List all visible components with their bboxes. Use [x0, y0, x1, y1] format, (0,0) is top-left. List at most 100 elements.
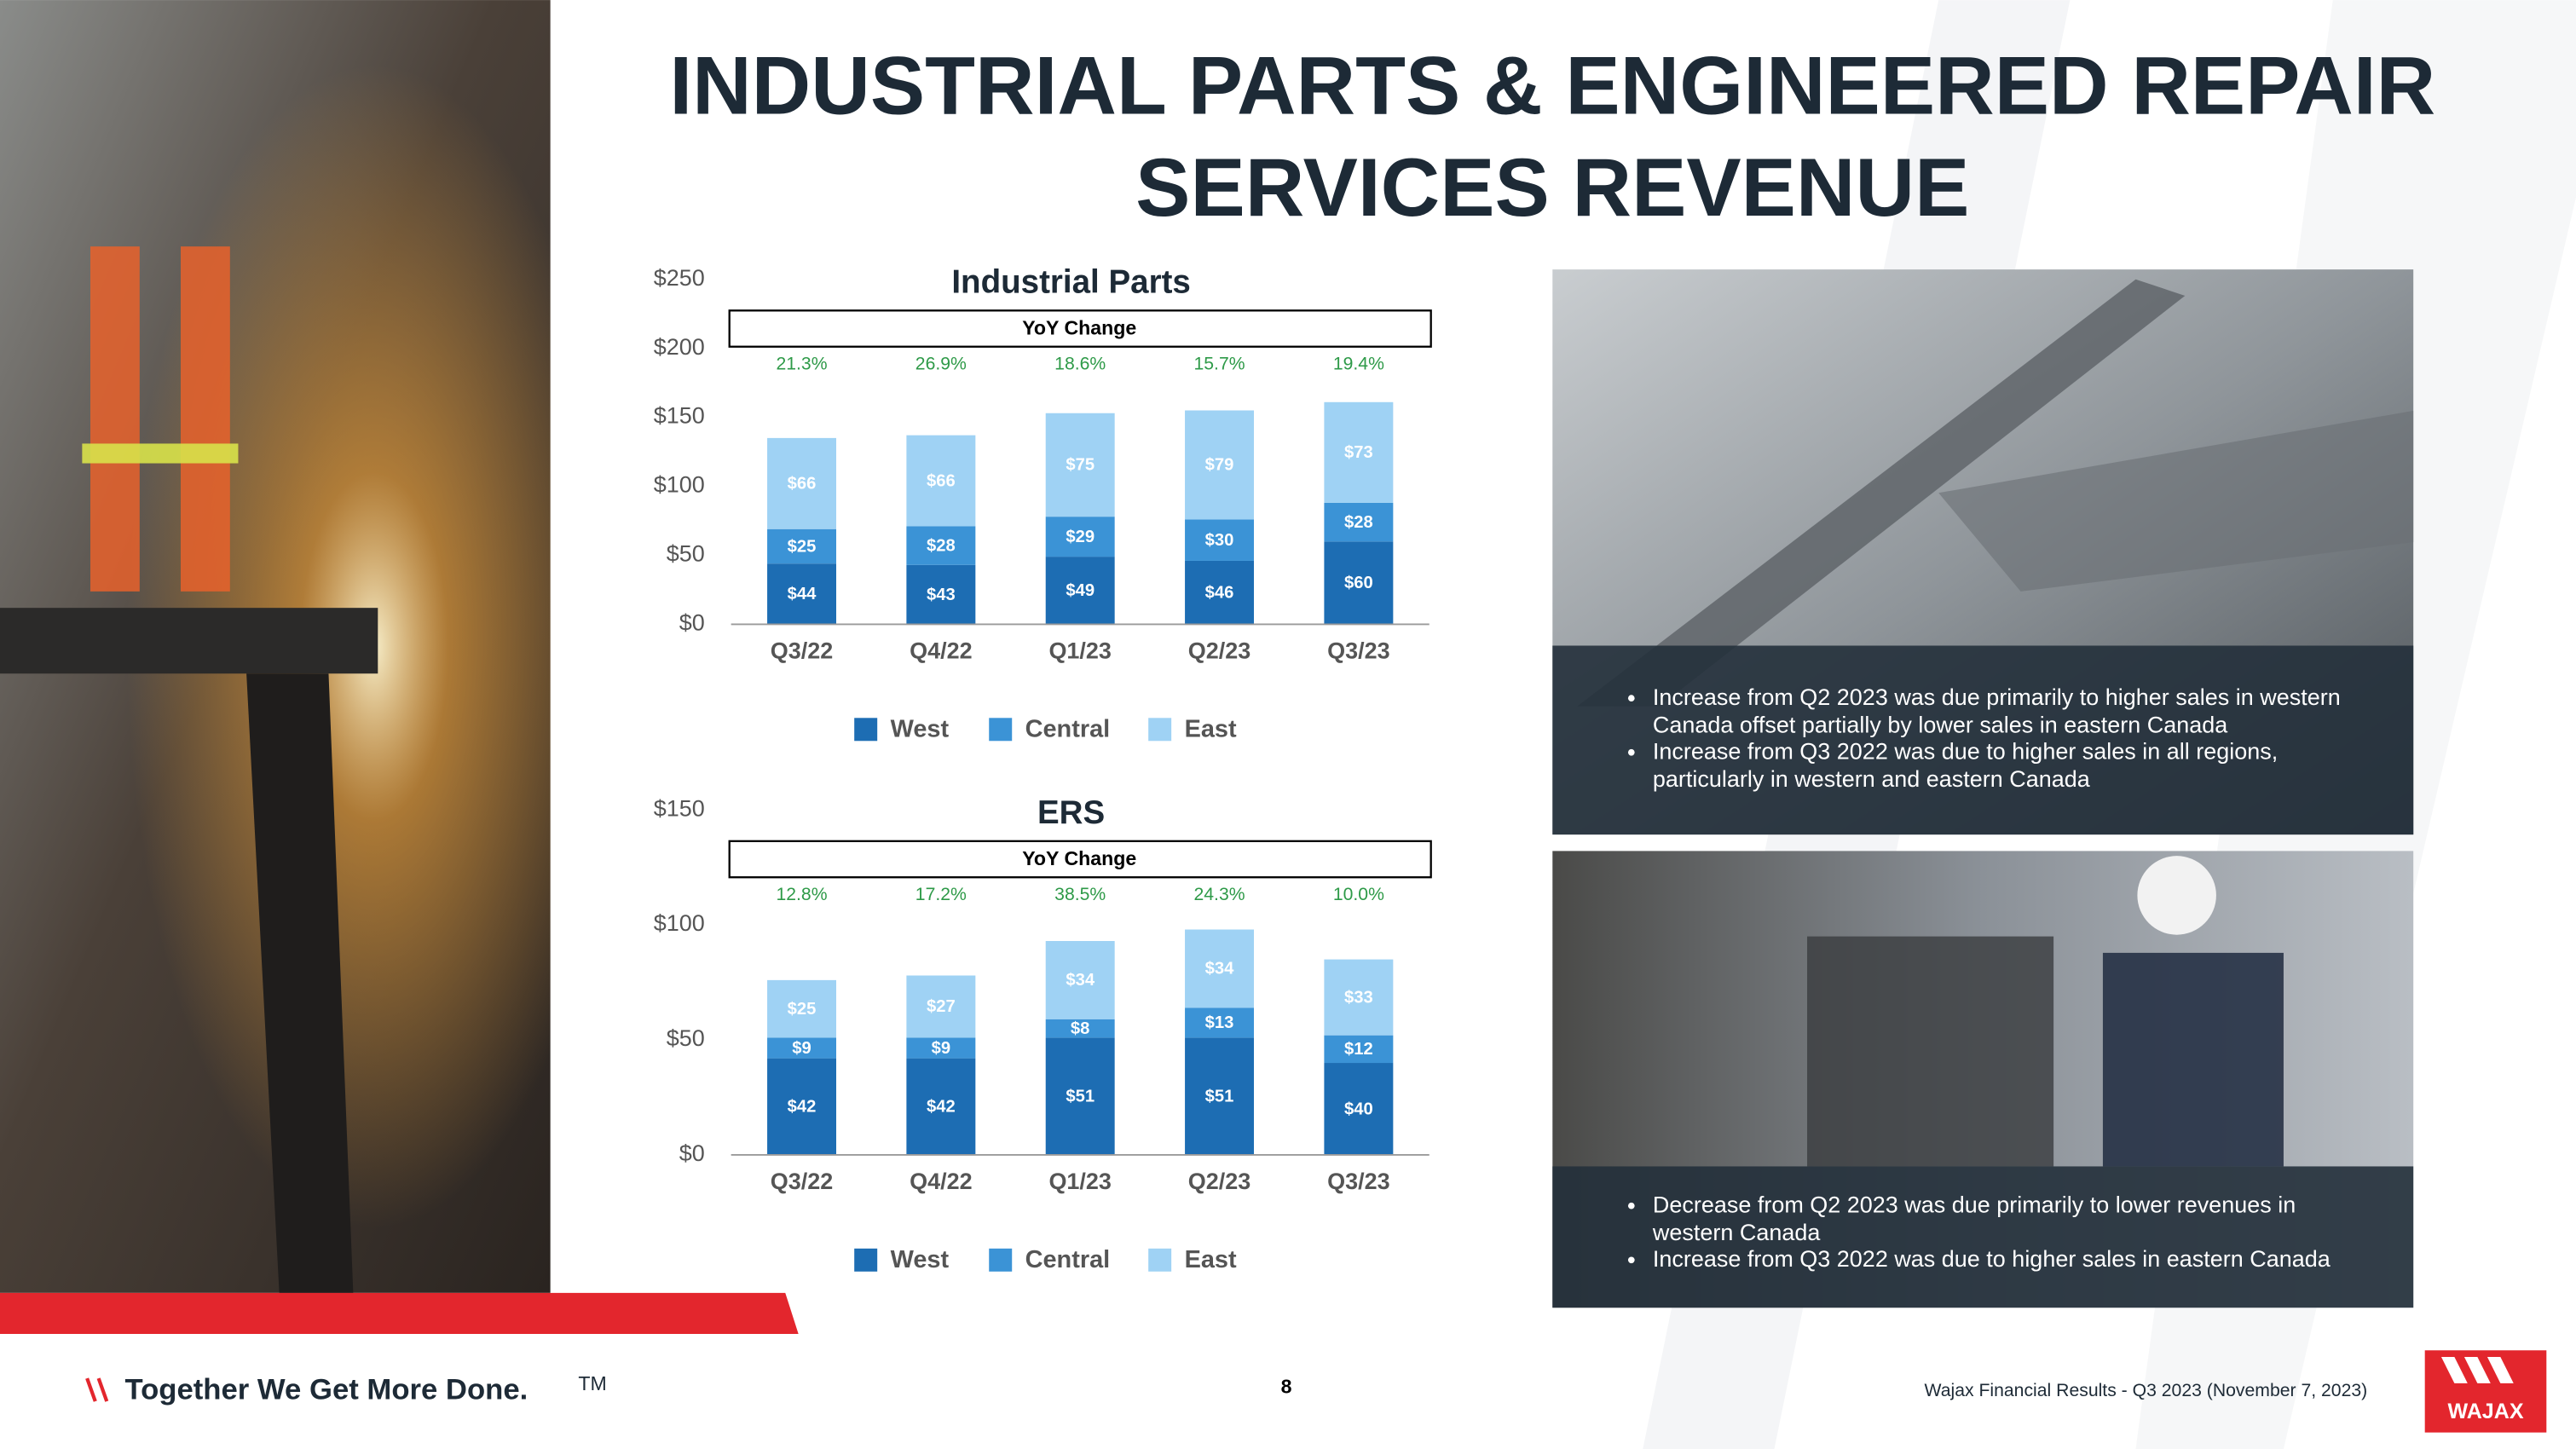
- value-label: $43: [927, 586, 956, 604]
- bar-segment: [906, 975, 976, 1038]
- bar-segment: [906, 1058, 976, 1155]
- bar-segment: [1324, 1063, 1394, 1155]
- value-label: $29: [1066, 528, 1095, 546]
- value-label: $8: [1071, 1019, 1090, 1038]
- bar-segment: [1324, 502, 1394, 542]
- legend-swatch: [1148, 1248, 1172, 1272]
- y-tick-label: $100: [654, 472, 705, 498]
- logo-mark: [2486, 1357, 2514, 1383]
- bar-segment: [1045, 1019, 1115, 1038]
- technician-photo: [1552, 851, 2414, 1308]
- legend-label: East: [1185, 1246, 1237, 1273]
- bar-segment: [767, 528, 836, 564]
- yoy-value: 17.2%: [915, 885, 967, 904]
- legend-swatch: [1148, 718, 1172, 742]
- trademark: TM: [578, 1372, 606, 1394]
- x-tick-label: Q1/23: [1048, 1169, 1111, 1194]
- value-label: $34: [1066, 971, 1095, 990]
- value-label: $34: [1205, 960, 1234, 979]
- x-tick-label: Q3/22: [771, 1169, 833, 1194]
- value-label: $49: [1066, 581, 1095, 600]
- y-tick-label: $150: [654, 403, 705, 429]
- footer: Together We Get More Done. TM 8 Wajax Fi…: [85, 1350, 2547, 1433]
- yoy-value: 19.4%: [1333, 355, 1384, 374]
- value-label: $27: [927, 997, 956, 1016]
- panel-text: Decrease from Q2 2023 was due primarily …: [1610, 1191, 2383, 1290]
- bar-segment: [767, 979, 836, 1038]
- slide-title: SERVICES REVENUE: [1135, 142, 1969, 234]
- bullet: Increase from Q3 2022 was due to higher …: [1653, 737, 2383, 792]
- slash-icon: [96, 1377, 109, 1402]
- value-label: $79: [1205, 456, 1234, 475]
- bar-segment: [767, 563, 836, 625]
- bar-segment: [906, 564, 976, 625]
- yoy-value: 21.3%: [776, 355, 827, 374]
- x-tick-label: Q2/23: [1188, 638, 1250, 663]
- legend-label: West: [891, 1246, 950, 1273]
- bar-segment: [767, 437, 836, 529]
- y-tick-label: $250: [654, 265, 705, 291]
- bar-segment: [1045, 941, 1115, 1019]
- red-band: [0, 1292, 799, 1335]
- value-label: $73: [1344, 443, 1373, 462]
- charts: Industrial Parts $0 $50 $100 $150 $200 $250 YoY…: [654, 264, 1432, 1273]
- x-tick-label: Q2/23: [1188, 1169, 1250, 1194]
- legend-label: Central: [1025, 1246, 1111, 1273]
- bar-segment: [1185, 410, 1255, 520]
- x-tick-label: Q4/22: [910, 638, 972, 663]
- chart-title: ERS: [1037, 794, 1105, 831]
- yoy-value: 18.6%: [1054, 355, 1106, 374]
- value-label: $28: [1344, 513, 1373, 532]
- yoy-box: [728, 309, 1432, 348]
- legend-swatch: [854, 718, 878, 742]
- y-tick-label: $150: [654, 795, 705, 821]
- bullet: Increase from Q2 2023 was due primarily …: [1653, 684, 2383, 738]
- yoy-value: 10.0%: [1333, 885, 1384, 904]
- tagline: Together We Get More Done.: [124, 1374, 528, 1406]
- logo-mark: [2463, 1357, 2491, 1383]
- bar-segment: [1045, 413, 1115, 517]
- bar-segment: [906, 1037, 976, 1059]
- yoy-box: [728, 840, 1432, 879]
- value-label: $13: [1205, 1013, 1234, 1032]
- logo-mark: [2440, 1357, 2468, 1383]
- value-label: $60: [1344, 574, 1373, 592]
- bar-segment: [906, 435, 976, 527]
- yoy-value: 15.7%: [1193, 355, 1245, 374]
- value-label: $30: [1205, 531, 1234, 550]
- x-tick-label: Q3/22: [771, 638, 833, 663]
- value-label: $33: [1344, 988, 1373, 1007]
- bar-segment: [1185, 1007, 1255, 1038]
- chart: ERS $0 $50 $100 $150 YoY Change 12.8% 17.2% 38.5…: [654, 794, 1432, 1273]
- yoy-value: 12.8%: [776, 885, 827, 904]
- worker-photo: [0, 0, 551, 1293]
- bar-segment: [1324, 1035, 1394, 1064]
- value-label: $9: [792, 1039, 811, 1058]
- x-tick-label: Q1/23: [1048, 638, 1111, 663]
- yoy-value: 26.9%: [915, 355, 967, 374]
- value-label: $46: [1205, 584, 1234, 603]
- bar-segment: [1045, 517, 1115, 557]
- bar-segment: [1185, 1037, 1255, 1155]
- yoy-label: YoY Change: [1022, 847, 1136, 869]
- bullet: Decrease from Q2 2023 was due primarily …: [1653, 1191, 2383, 1245]
- y-tick-label: $0: [679, 610, 705, 636]
- x-tick-label: Q3/23: [1327, 638, 1389, 663]
- bar-segment: [906, 526, 976, 565]
- value-label: $40: [1344, 1100, 1373, 1118]
- slide-title: INDUSTRIAL PARTS & ENGINEERED REPAIR: [669, 40, 2435, 131]
- value-label: $42: [927, 1098, 956, 1117]
- bar-segment: [1324, 401, 1394, 503]
- source-note: Wajax Financial Results - Q3 2023 (Novem…: [1925, 1381, 2368, 1400]
- bullet-list: Decrease from Q2 2023 was due primarily …: [1610, 1191, 2383, 1272]
- bar-segment: [767, 1058, 836, 1155]
- yoy-value: 38.5%: [1054, 885, 1106, 904]
- logo-text: WAJAX: [2447, 1400, 2523, 1423]
- y-tick-label: $50: [667, 541, 705, 567]
- bar-segment: [1185, 929, 1255, 1008]
- panel-text: Increase from Q2 2023 was due primarily …: [1610, 684, 2383, 815]
- value-label: $28: [927, 536, 956, 555]
- value-label: $25: [788, 537, 817, 556]
